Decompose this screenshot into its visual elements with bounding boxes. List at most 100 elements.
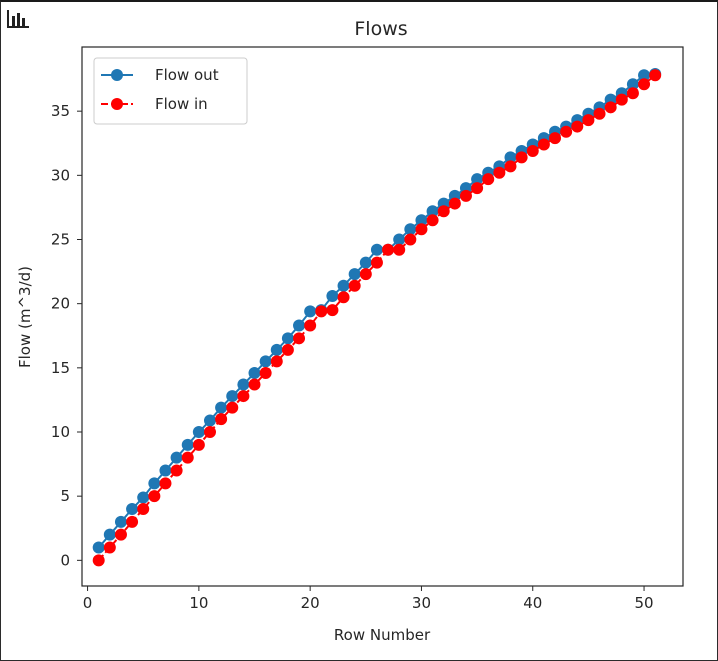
point-flow-in [114, 528, 127, 541]
point-flow-in [582, 114, 595, 127]
point-flow-out [626, 78, 639, 91]
series-line-flow-out [97, 73, 656, 549]
point-flow-out [126, 503, 139, 515]
point-flow-in [348, 279, 361, 292]
point-flow-in [92, 554, 105, 567]
point-flow-in [638, 78, 651, 91]
point-flow-in [537, 138, 550, 151]
point-flow-in [471, 182, 484, 195]
point-flow-out [270, 343, 283, 356]
point-flow-out [404, 223, 417, 236]
point-flow-out [248, 366, 261, 379]
point-flow-in [192, 438, 205, 451]
point-flow-in [493, 166, 506, 179]
point-flow-in [126, 515, 139, 528]
point-flow-in [515, 151, 528, 164]
point-flow-in [560, 125, 573, 138]
legend: Flow out Flow in [93, 57, 248, 125]
point-flow-out [293, 319, 306, 332]
y-tick-label: 35 [51, 102, 70, 120]
point-flow-out [237, 378, 250, 391]
point-flow-out [192, 426, 205, 438]
point-flow-out [326, 289, 339, 302]
point-flow-out [137, 491, 150, 504]
point-flow-in [626, 87, 639, 100]
x-tick-label: 10 [189, 594, 208, 612]
point-flow-in [293, 332, 306, 345]
point-flow-in [404, 233, 417, 246]
point-flow-in [393, 243, 406, 256]
point-flow-in [382, 243, 395, 256]
x-tick-label: 50 [634, 594, 653, 612]
point-flow-out [370, 243, 383, 256]
point-flow-out [415, 214, 428, 227]
y-tick-label: 15 [51, 359, 70, 377]
point-flow-out [504, 151, 517, 164]
point-flow-in [270, 355, 283, 368]
point-flow-in [459, 189, 472, 202]
point-flow-out [114, 515, 127, 528]
legend-marker-flow-out [111, 69, 123, 81]
point-flow-out [337, 279, 350, 292]
point-flow-out [426, 205, 439, 218]
series-layer [92, 67, 662, 567]
y-tick-label: 20 [51, 295, 70, 313]
point-flow-out [471, 173, 484, 186]
legend-label-flow-out: Flow out [155, 66, 219, 84]
point-flow-in [426, 214, 439, 227]
point-flow-in [415, 223, 428, 236]
y-tick-label: 10 [51, 423, 70, 441]
chart-title: Flows [354, 18, 407, 40]
point-flow-in [215, 413, 228, 426]
y-tick-label: 25 [51, 231, 70, 249]
point-flow-in [604, 101, 617, 114]
point-flow-in [448, 197, 461, 210]
point-flow-out [226, 390, 239, 403]
point-flow-in [226, 401, 239, 414]
x-tick-label: 0 [83, 594, 93, 612]
point-flow-out [304, 305, 317, 318]
point-flow-in [248, 378, 261, 391]
point-flow-in [326, 304, 339, 317]
series-line-flow-in [97, 74, 656, 561]
point-flow-in [148, 490, 161, 503]
point-flow-in [337, 291, 350, 304]
axis-ticks: 0 10 20 30 40 50 0 5 10 15 20 25 30 35 [51, 102, 654, 612]
point-flow-in [103, 541, 116, 554]
y-tick-label: 0 [60, 551, 70, 569]
point-flow-in [315, 305, 328, 318]
point-flow-in [304, 319, 317, 332]
point-flow-in [159, 477, 172, 490]
x-tick-label: 20 [301, 594, 320, 612]
bar-chart-icon[interactable] [6, 9, 30, 31]
legend-label-flow-in: Flow in [155, 95, 208, 113]
point-flow-in [593, 107, 606, 120]
plot-area [81, 46, 684, 587]
point-flow-out [148, 477, 161, 490]
point-flow-out [103, 528, 116, 541]
y-tick-label: 5 [60, 487, 70, 505]
point-flow-out [203, 414, 216, 427]
legend-marker-flow-in [111, 98, 123, 110]
point-flow-in [526, 144, 539, 157]
point-flow-in [437, 205, 450, 218]
point-flow-in [203, 426, 216, 438]
point-flow-out [393, 233, 406, 246]
y-tick-label: 30 [51, 166, 70, 184]
point-flow-in [504, 160, 517, 173]
point-flow-out [159, 464, 172, 477]
point-flow-in [370, 256, 383, 269]
point-flow-in [615, 93, 628, 106]
y-axis-label: Flow (m^3/d) [16, 266, 34, 368]
x-tick-label: 40 [523, 594, 542, 612]
point-flow-out [281, 332, 294, 345]
point-flow-out [170, 451, 183, 464]
point-flow-out [638, 69, 651, 82]
point-flow-in [482, 173, 495, 186]
x-tick-label: 30 [412, 594, 431, 612]
point-flow-in [237, 390, 250, 403]
point-flow-in [281, 343, 294, 356]
point-flow-in [181, 451, 194, 464]
point-flow-out [215, 401, 228, 414]
